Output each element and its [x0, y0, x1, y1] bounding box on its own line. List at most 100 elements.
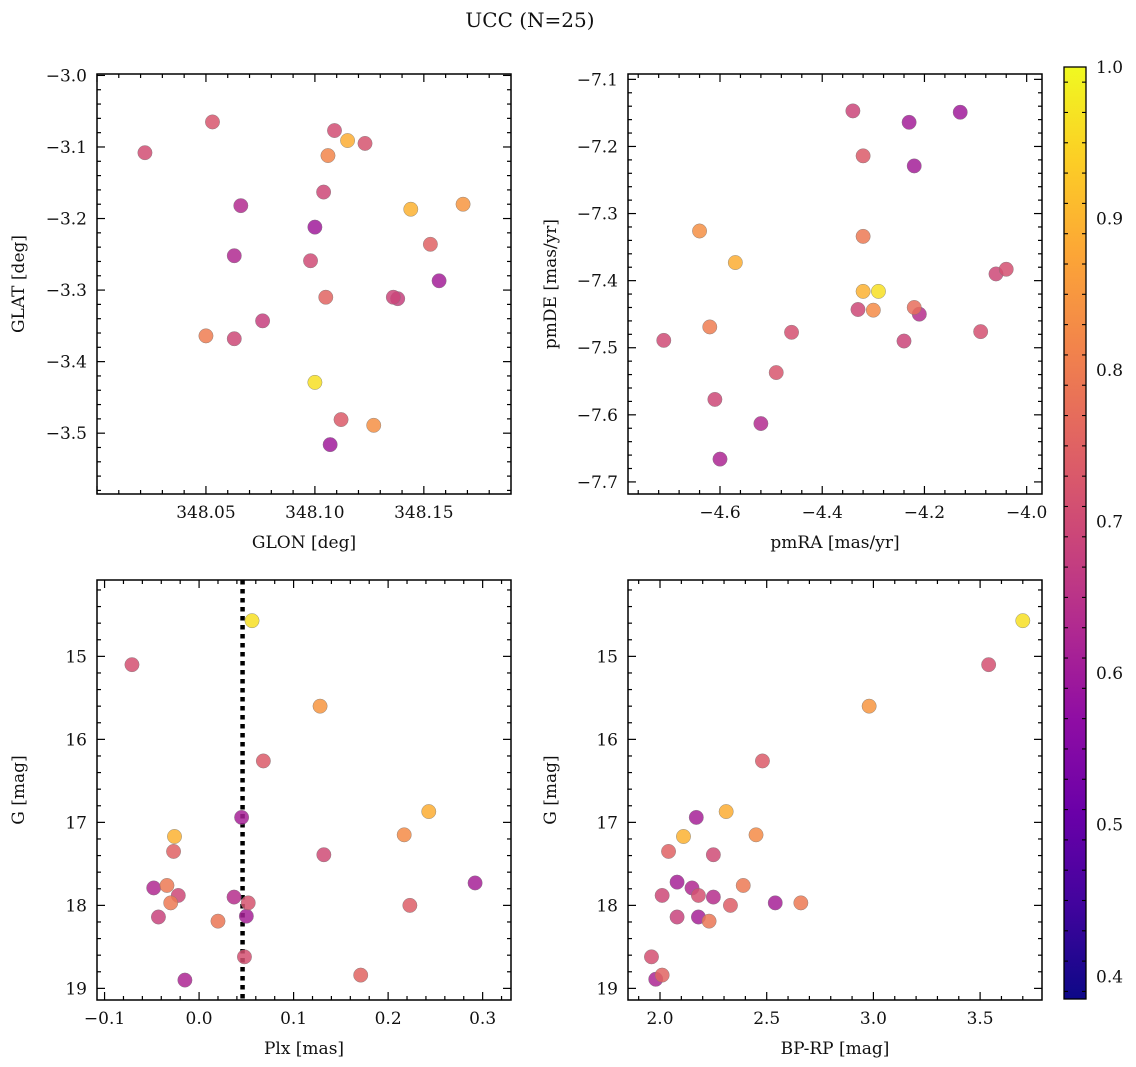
data-point	[318, 289, 334, 305]
data-point	[656, 332, 672, 348]
data-point	[316, 184, 332, 200]
data-point	[421, 804, 437, 819]
y-tick-label: −3.2	[46, 210, 87, 230]
y-tick-label: −3.1	[46, 138, 87, 158]
colorbar-tick-label: 0.4	[1096, 967, 1123, 987]
data-point	[784, 324, 799, 340]
y-tick-label: 17	[596, 813, 618, 833]
data-point	[705, 889, 721, 905]
y-tick-label: −7.1	[577, 70, 618, 90]
plot-frame	[627, 73, 1043, 495]
data-point	[403, 201, 419, 217]
colorbar: 0.4 0.5 0.6 0.7 0.8 0.9 1.0	[1063, 58, 1123, 1000]
data-point	[768, 365, 784, 380]
x-axis-label: pmRA [mas/yr]	[770, 533, 899, 553]
x-axis-label: GLON [deg]	[252, 533, 356, 553]
data-points	[656, 103, 1014, 467]
data-points	[644, 613, 1031, 987]
data-point	[654, 888, 670, 903]
data-point	[233, 198, 249, 214]
data-point	[366, 417, 382, 433]
plot-frame	[627, 579, 1043, 1001]
y-axis-label: G [mag]	[541, 755, 561, 824]
data-point	[234, 809, 250, 825]
data-point	[767, 895, 783, 911]
scatter-panel-3: −0.1 0.0 0.1 0.2 0.3 15 16 17 18 19 Plx [mas] G [ma…	[9, 579, 512, 1059]
y-tick-label: −7.2	[577, 137, 618, 157]
data-point	[865, 302, 881, 318]
data-point	[431, 273, 447, 289]
data-point	[871, 283, 886, 299]
data-point	[981, 657, 997, 673]
figure-title: UCC (N=25)	[465, 8, 594, 32]
y-tick-label: 17	[65, 813, 87, 833]
data-point	[998, 261, 1014, 277]
data-point	[137, 145, 153, 161]
y-tick-label: 15	[596, 647, 618, 667]
y-tick-label: −3.0	[46, 66, 87, 86]
data-point	[896, 333, 912, 349]
data-point	[906, 300, 922, 315]
scatter-panel-1: 348.05 348.10 348.15 −3.0 −3.1 −3.2 −3.3 −3.4 −3…	[9, 66, 512, 553]
data-point	[793, 895, 809, 911]
data-point	[753, 416, 769, 431]
data-point	[396, 827, 412, 843]
data-point	[705, 847, 721, 863]
data-point	[702, 319, 718, 335]
data-point	[644, 949, 659, 965]
data-point	[718, 804, 734, 819]
y-tick-label: 16	[65, 730, 87, 750]
y-tick-label: 18	[596, 896, 618, 916]
data-point	[906, 158, 922, 174]
data-point	[226, 248, 242, 264]
data-point	[210, 913, 226, 929]
x-tick-label: 3.0	[860, 1009, 887, 1029]
plot-frame	[96, 579, 512, 1001]
y-tick-label: −7.4	[577, 272, 618, 292]
data-points	[124, 613, 483, 988]
data-point	[467, 875, 483, 891]
colorbar-tick-label: 0.5	[1096, 816, 1123, 836]
axis-ticks	[628, 74, 1042, 494]
y-axis-label: G [mag]	[9, 755, 29, 824]
data-point	[688, 809, 704, 825]
data-point	[901, 114, 917, 130]
data-point	[327, 123, 342, 138]
colorbar-tick-label: 0.6	[1096, 664, 1123, 684]
y-axis-label: GLAT [deg]	[9, 235, 29, 333]
data-point	[166, 844, 181, 859]
y-tick-label: 19	[65, 979, 87, 999]
data-point	[255, 753, 271, 769]
data-point	[735, 878, 751, 893]
data-point	[861, 698, 877, 714]
data-point	[855, 283, 871, 299]
x-tick-label: 0.0	[186, 1009, 213, 1029]
data-point	[455, 196, 471, 212]
x-tick-label: −4.0	[1006, 503, 1047, 523]
y-tick-label: −7.3	[577, 205, 618, 225]
data-point	[707, 391, 723, 407]
data-point	[226, 331, 242, 347]
axis-ticks	[628, 580, 1042, 1000]
x-tick-label: −4.2	[904, 503, 945, 523]
data-point	[748, 827, 764, 843]
data-point	[727, 255, 743, 270]
data-points	[137, 114, 471, 453]
data-point	[198, 328, 214, 344]
x-tick-label: −4.4	[802, 503, 843, 523]
data-point	[255, 313, 271, 329]
data-point	[712, 451, 728, 467]
data-point	[661, 844, 676, 859]
x-tick-label: 348.15	[394, 503, 453, 523]
data-point	[340, 133, 355, 148]
data-point	[973, 324, 989, 340]
data-point	[701, 913, 717, 929]
y-tick-label: −7.5	[577, 339, 618, 359]
y-tick-label: 19	[596, 979, 618, 999]
scatter-panel-4: 2.0 2.5 3.0 3.5 15 16 17 18 19 BP-RP [mag] G [mag]	[541, 579, 1043, 1059]
colorbar-frame	[1063, 66, 1087, 1000]
y-tick-label: 18	[65, 896, 87, 916]
x-tick-label: 348.10	[285, 503, 344, 523]
data-point	[316, 847, 332, 863]
